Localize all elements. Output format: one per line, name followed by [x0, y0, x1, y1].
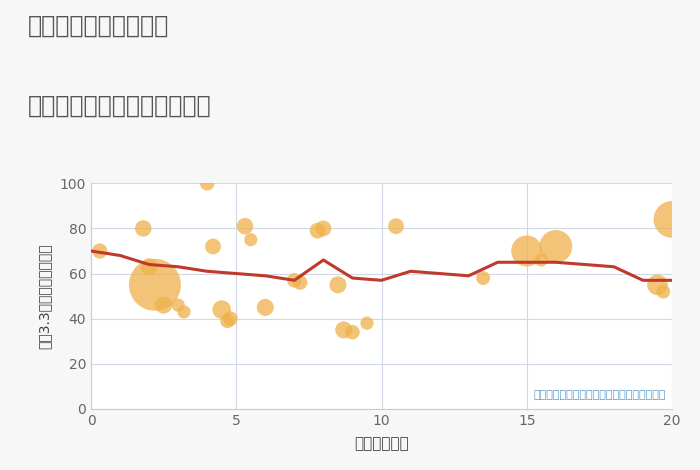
Point	[295, 279, 306, 286]
Point	[666, 216, 678, 223]
Point	[149, 281, 160, 289]
Point	[332, 281, 344, 289]
Point	[260, 304, 271, 311]
Point	[550, 243, 561, 250]
Point	[652, 281, 663, 289]
Point	[521, 247, 532, 255]
Text: 駅距離別中古マンション価格: 駅距離別中古マンション価格	[28, 94, 211, 118]
Point	[158, 301, 169, 309]
Point	[391, 222, 402, 230]
Point	[178, 308, 190, 316]
X-axis label: 駅距離（分）: 駅距離（分）	[354, 436, 409, 451]
Point	[94, 247, 105, 255]
Point	[202, 180, 213, 187]
Point	[289, 276, 300, 284]
Point	[361, 320, 372, 327]
Point	[536, 256, 547, 264]
Point	[346, 329, 358, 336]
Point	[245, 236, 256, 243]
Point	[144, 263, 155, 271]
Point	[222, 317, 233, 325]
Text: 三重県松阪市六根町の: 三重県松阪市六根町の	[28, 14, 169, 38]
Point	[207, 243, 218, 250]
Point	[338, 326, 349, 334]
Point	[225, 315, 236, 322]
Point	[318, 225, 329, 232]
Text: 円の大きさは、取引のあった物件面積を示す: 円の大きさは、取引のあった物件面積を示す	[533, 390, 666, 400]
Point	[172, 301, 183, 309]
Point	[658, 288, 669, 295]
Point	[477, 274, 489, 282]
Point	[216, 306, 228, 313]
Point	[239, 222, 251, 230]
Y-axis label: 坪（3.3㎡）単価（万円）: 坪（3.3㎡）単価（万円）	[37, 243, 51, 349]
Point	[312, 227, 323, 235]
Point	[138, 225, 149, 232]
